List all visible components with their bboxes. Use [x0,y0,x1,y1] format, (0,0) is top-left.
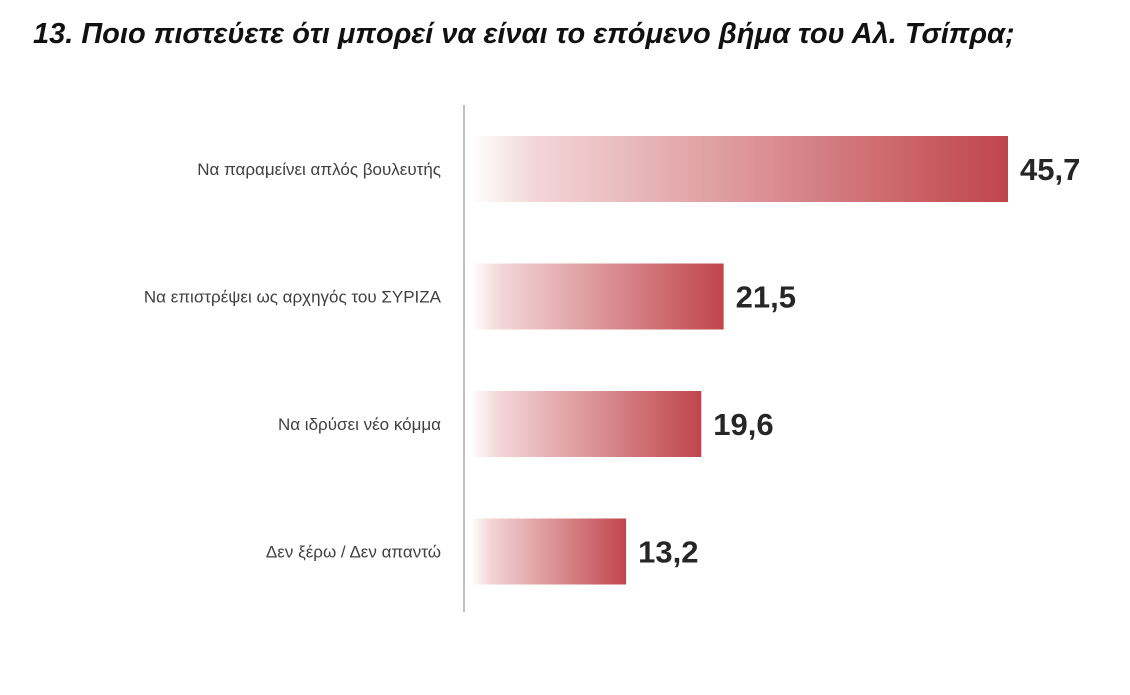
bar [471,391,702,457]
bar [471,518,627,585]
category-label: Να ιδρύσει νέο κόμμα [278,415,441,434]
category-label: Δεν ξέρω / Δεν απαντώ [266,543,441,562]
bar [471,263,724,330]
bar [471,136,1008,202]
category-label: Να παραμείνει απλός βουλευτής [197,160,441,179]
category-label: Να επιστρέψει ως αρχηγός του ΣΥΡΙΖΑ [144,288,442,307]
chart-title: 13. Ποιο πιστεύετε ότι μπορεί να είναι τ… [33,18,1015,50]
value-label: 19,6 [713,407,773,442]
value-label: 21,5 [736,280,796,315]
value-label: 45,7 [1020,152,1080,187]
value-label: 13,2 [638,535,698,570]
